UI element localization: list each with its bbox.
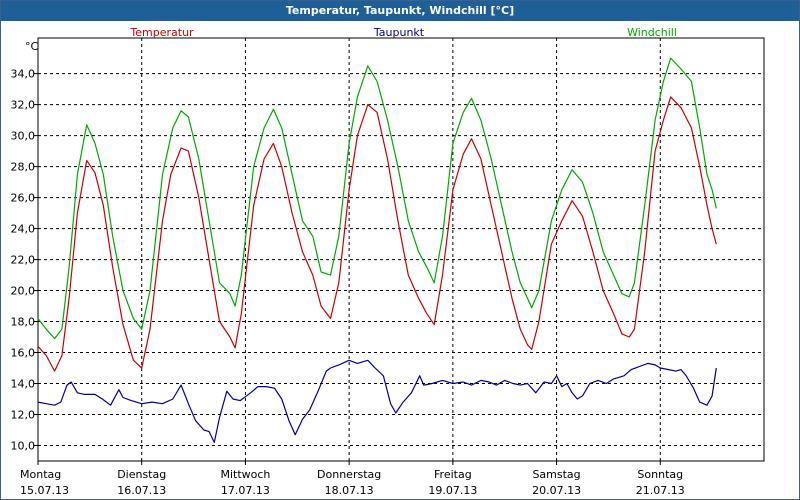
x-tick-day-label: Donnerstag [317, 468, 381, 481]
legend-windchill: Windchill [627, 26, 677, 39]
y-tick-label: 26,0 [11, 192, 36, 205]
x-tick-day-label: Freitag [434, 468, 472, 481]
y-tick-label: 30,0 [11, 130, 36, 143]
y-tick-label: 20,0 [11, 285, 36, 298]
plot-area [37, 37, 765, 462]
y-tick-label: 24,0 [11, 223, 36, 236]
y-axis: 10,0 12,0 14,0 16,0 18,0 20,0 22,0 24,0 26,0 28,0… [11, 68, 38, 453]
legend-temperatur: Temperatur [129, 26, 194, 39]
window-title: Temperatur, Taupunkt, Windchill [°C] [1, 1, 799, 21]
x-axis: Montag 15.07.13 Dienstag 16.07.13 Mittwoch 17… [20, 461, 685, 497]
series-line-windchill [37, 57, 717, 340]
x-tick-date-label: 15.07.13 [20, 484, 69, 497]
y-axis-unit: °C [25, 40, 39, 53]
y-tick-label: 16,0 [11, 347, 36, 360]
x-tick-date-label: 18.07.13 [325, 484, 374, 497]
y-tick-label: 12,0 [11, 409, 36, 422]
legend-taupunkt: Taupunkt [373, 26, 425, 39]
x-tick-date-label: 21.07.13 [636, 484, 685, 497]
x-tick-date-label: 19.07.13 [428, 484, 477, 497]
y-tick-label: 22,0 [11, 254, 36, 267]
series-lines [37, 57, 717, 443]
x-tick-day-label: Mittwoch [220, 468, 270, 481]
y-tick-label: 14,0 [11, 378, 36, 391]
y-tick-label: 32,0 [11, 99, 36, 112]
grid [38, 38, 764, 461]
x-tick-day-label: Montag [20, 468, 61, 481]
x-tick-day-label: Samstag [532, 468, 580, 481]
x-tick-day-label: Sonntag [637, 468, 683, 481]
y-tick-label: 28,0 [11, 161, 36, 174]
y-tick-label: 34,0 [11, 68, 36, 81]
x-tick-date-label: 20.07.13 [532, 484, 581, 497]
series-line-taupunkt [37, 359, 717, 443]
x-tick-day-label: Dienstag [117, 468, 166, 481]
x-tick-date-label: 16.07.13 [117, 484, 166, 497]
series-line-temperatur [37, 96, 717, 372]
y-tick-label: 18,0 [11, 316, 36, 329]
x-tick-date-label: 17.07.13 [221, 484, 270, 497]
y-tick-label: 10,0 [11, 440, 36, 453]
